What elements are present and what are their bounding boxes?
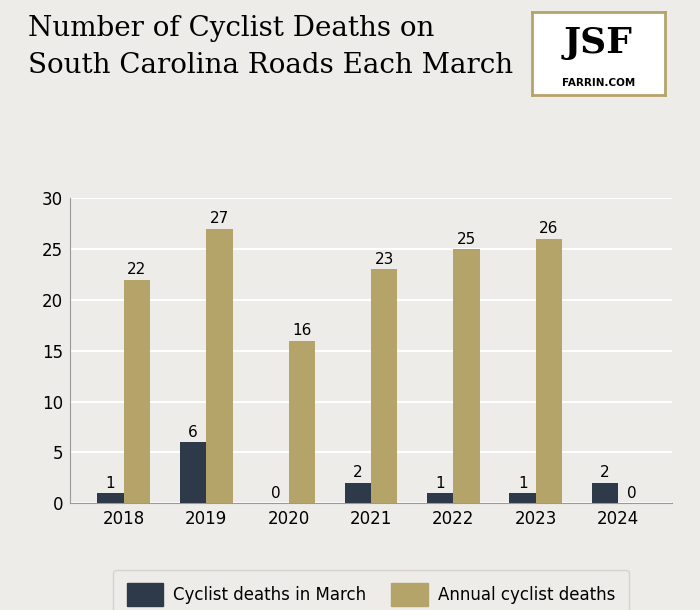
Text: 27: 27	[210, 211, 229, 226]
Text: 16: 16	[292, 323, 312, 338]
Bar	[344, 483, 371, 503]
Text: JSF: JSF	[564, 26, 633, 60]
Text: 0: 0	[626, 486, 636, 501]
Text: 2: 2	[601, 465, 610, 481]
Bar	[180, 442, 206, 503]
Bar	[206, 229, 232, 503]
Bar	[427, 493, 454, 503]
Text: 6: 6	[188, 425, 198, 440]
Bar	[536, 239, 562, 503]
Bar	[288, 340, 315, 503]
Text: 26: 26	[539, 221, 559, 236]
Text: 23: 23	[374, 252, 394, 267]
Text: 0: 0	[271, 486, 280, 501]
Text: Number of Cyclist Deaths on: Number of Cyclist Deaths on	[28, 15, 435, 42]
Bar	[510, 493, 536, 503]
Text: South Carolina Roads Each March: South Carolina Roads Each March	[28, 52, 513, 79]
Bar	[371, 270, 398, 503]
Text: 25: 25	[457, 232, 476, 246]
Text: FARRIN.COM: FARRIN.COM	[562, 78, 635, 88]
Text: 22: 22	[127, 262, 146, 277]
Bar	[454, 249, 480, 503]
Legend: Cyclist deaths in March, Annual cyclist deaths: Cyclist deaths in March, Annual cyclist …	[113, 570, 629, 610]
Text: 1: 1	[435, 476, 445, 490]
Bar	[124, 279, 150, 503]
Bar	[97, 493, 124, 503]
Text: 1: 1	[518, 476, 528, 490]
Text: 2: 2	[353, 465, 363, 481]
Text: 1: 1	[106, 476, 116, 490]
Bar	[592, 483, 618, 503]
